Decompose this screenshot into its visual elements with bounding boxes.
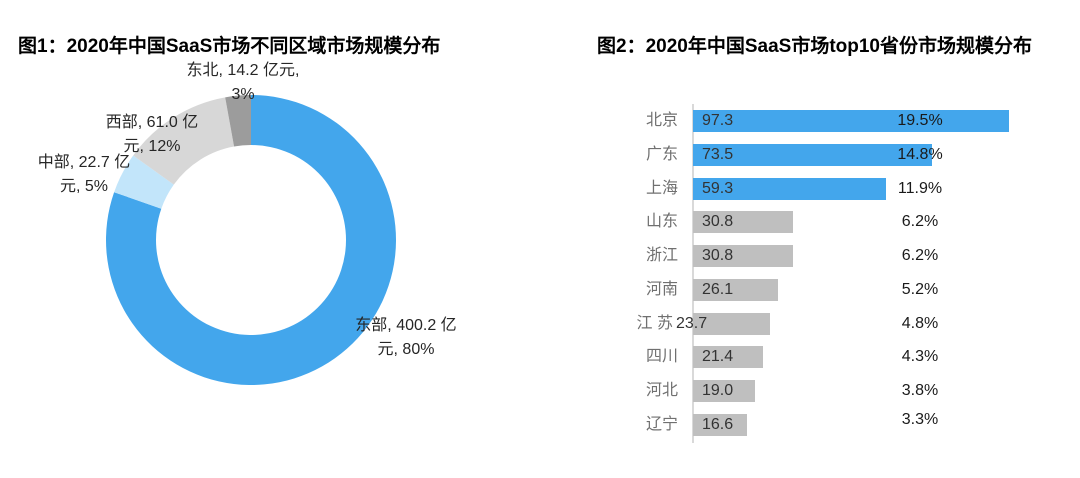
donut-label-line: 东部, 400.2 亿 <box>355 317 457 334</box>
bar-category-label-江苏: 江 苏 <box>636 315 673 332</box>
bar-percent-label-上海: 11.9% <box>897 180 943 197</box>
figure1-title: 图1：2020年中国SaaS市场不同区域市场规模分布 <box>18 36 441 57</box>
bar-北京 <box>693 110 1009 132</box>
bar-category-label-山东: 山东 <box>645 213 678 230</box>
bar-value-label-河北: 19.0 <box>702 382 734 399</box>
bar-category-label-四川: 四川 <box>645 348 678 365</box>
donut-label-line: 元, 80% <box>377 341 435 358</box>
donut-label-东北: 东北, 14.2 亿元, 3% <box>187 59 300 107</box>
bar-江苏 <box>693 313 770 335</box>
bar-value-label-河南: 26.1 <box>702 281 734 298</box>
donut-label-中部: 中部, 22.7 亿元, 5% <box>38 151 130 199</box>
bar-percent-label-北京: 19.5% <box>897 112 943 129</box>
bar-辽宁 <box>693 414 747 436</box>
bar-广东 <box>693 144 932 166</box>
bar-河北 <box>693 380 755 402</box>
bar-山东 <box>693 211 793 233</box>
donut-label-西部: 西部, 61.0 亿元, 12% <box>106 111 198 159</box>
donut-chart <box>105 95 396 385</box>
bar-category-label-浙江: 浙江 <box>645 247 678 264</box>
bar-value-label-广东: 73.5 <box>702 146 734 163</box>
bar-category-label-河南: 河南 <box>645 281 678 298</box>
bar-percent-label-浙江: 6.2% <box>901 247 939 264</box>
donut-slice-东部 <box>105 95 396 385</box>
bar-percent-label-四川: 4.3% <box>901 348 939 365</box>
bar-category-label-河北: 河北 <box>645 382 678 399</box>
donut-slice-东北 <box>225 95 251 147</box>
bar-percent-label-河南: 5.2% <box>901 281 939 298</box>
donut-label-line: 东北, 14.2 亿元, <box>186 62 300 79</box>
bar-value-label-山东: 30.8 <box>702 213 734 230</box>
bar-chart-axis-line <box>692 104 694 443</box>
bar-category-label-辽宁: 辽宁 <box>645 416 678 433</box>
bar-value-label-上海: 59.3 <box>702 180 734 197</box>
donut-label-line: 元, 5% <box>59 178 109 195</box>
donut-label-line: 中部, 22.7 亿 <box>37 154 131 171</box>
donut-slice-西部 <box>133 97 235 185</box>
bar-value-label-辽宁: 16.6 <box>702 416 734 433</box>
bar-value-label-浙江: 30.8 <box>702 247 734 264</box>
donut-label-line: 3% <box>231 86 255 103</box>
donut-label-line: 西部, 61.0 亿 <box>105 114 199 131</box>
bar-河南 <box>693 279 778 301</box>
donut-label-东部: 东部, 400.2 亿元, 80% <box>355 314 456 362</box>
figure2-title: 图2：2020年中国SaaS市场top10省份市场规模分布 <box>597 36 1032 57</box>
bar-category-label-广东: 广东 <box>645 146 678 163</box>
bar-value-label-四川: 21.4 <box>702 348 734 365</box>
bar-category-label-上海: 上海 <box>645 180 678 197</box>
bar-percent-label-河北: 3.8% <box>901 382 939 399</box>
bar-上海 <box>693 178 886 200</box>
bar-value-label-江苏: 23.7 <box>676 315 708 332</box>
bar-value-label-北京: 97.3 <box>702 112 734 129</box>
bar-category-label-北京: 北京 <box>645 112 678 129</box>
bar-四川 <box>693 346 763 368</box>
bar-percent-label-江苏: 4.8% <box>901 315 939 332</box>
bar-percent-label-广东: 14.8% <box>897 146 943 163</box>
donut-label-line: 元, 12% <box>123 138 181 155</box>
bar-percent-label-辽宁: 3.3% <box>901 411 939 428</box>
bar-浙江 <box>693 245 793 267</box>
bar-percent-label-山东: 6.2% <box>901 213 939 230</box>
donut-slice-中部 <box>114 155 174 209</box>
